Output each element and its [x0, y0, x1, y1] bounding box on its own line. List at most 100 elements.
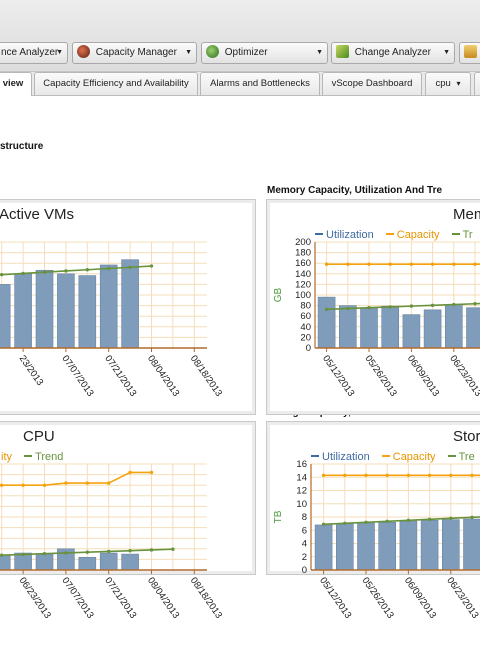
bar — [100, 265, 117, 348]
tab-overview[interactable]: view — [0, 72, 32, 96]
bar — [0, 284, 10, 348]
x-tick-label: 05/12/2013 — [320, 353, 356, 398]
trend-point — [452, 303, 455, 306]
trend-point — [107, 550, 110, 553]
chevron-down-icon[interactable]: ▼ — [443, 43, 450, 63]
module-label: Capacity Manager — [96, 47, 177, 58]
capacity-point — [364, 474, 367, 477]
tab-cpu[interactable]: cpu ▾ — [425, 72, 471, 95]
y-tick-label: 20 — [300, 332, 311, 343]
x-tick-label: 07/07/2013 — [59, 353, 95, 398]
tab-label: vScope Dashboard — [332, 78, 413, 89]
optimizer-button[interactable]: Optimizer ▼ — [201, 42, 328, 64]
capacity-point — [322, 474, 325, 477]
capacity-point — [150, 471, 153, 474]
x-tick-label: 05/12/2013 — [317, 575, 353, 620]
y-tick-label: 4 — [302, 539, 307, 550]
bar — [318, 297, 335, 348]
module-toolbar: nce Analyzer ▼ Capacity Manager ▼ Optimi… — [0, 0, 480, 72]
memory-panel: Mem Utilization Capacity Tr 020406080100… — [266, 199, 480, 415]
bar — [382, 306, 399, 348]
y-axis-label: TB — [273, 510, 284, 523]
x-tick-label: 23/2013 — [17, 353, 46, 387]
x-tick-label: 06/09/2013 — [405, 353, 441, 398]
chevron-down-icon: ▾ — [456, 79, 460, 88]
capacity-point — [473, 263, 476, 266]
trend-point — [150, 548, 153, 551]
capacity-point — [86, 481, 89, 484]
y-tick-label: 60 — [300, 311, 311, 322]
change-analyzer-icon — [336, 45, 349, 58]
performance-analyzer-button[interactable]: nce Analyzer ▼ — [0, 42, 68, 64]
chevron-down-icon[interactable]: ▼ — [56, 43, 63, 63]
x-tick-label: 06/09/2013 — [402, 575, 438, 620]
capacity-point — [0, 484, 3, 487]
y-tick-label: 100 — [295, 290, 311, 301]
capacity-manager-button[interactable]: Capacity Manager ▼ — [72, 42, 197, 64]
trend-point — [449, 517, 452, 520]
tab-overflow[interactable] — [474, 72, 480, 95]
bar — [403, 315, 420, 348]
capacity-point — [128, 471, 131, 474]
trend-point — [346, 307, 349, 310]
reports-button[interactable]: R — [459, 42, 480, 64]
capacity-point — [410, 263, 413, 266]
bar — [400, 521, 417, 570]
tab-label: Capacity Efficiency and Availability — [43, 78, 188, 89]
trend-point — [86, 550, 89, 553]
chevron-down-icon[interactable]: ▼ — [185, 43, 192, 63]
bar — [421, 520, 438, 570]
x-tick-label: 06/23/2013 — [17, 575, 53, 620]
trend-point — [43, 552, 46, 555]
bar — [57, 274, 74, 348]
capacity-point — [470, 474, 473, 477]
capacity-point — [343, 474, 346, 477]
bar — [122, 260, 139, 348]
capacity-point — [452, 263, 455, 266]
y-tick-label: 2 — [302, 552, 307, 563]
bar — [0, 555, 10, 570]
tab-capacity-efficiency[interactable]: Capacity Efficiency and Availability — [34, 72, 198, 95]
x-tick-label: 05/26/2013 — [360, 575, 396, 620]
y-tick-label: 0 — [302, 565, 307, 576]
dashboard-tabs: view Capacity Efficiency and Availabilit… — [0, 72, 480, 96]
trend-point — [322, 523, 325, 526]
capacity-point — [107, 481, 110, 484]
capacity-point — [386, 474, 389, 477]
y-tick-label: 180 — [295, 248, 311, 259]
memory-section-title: Memory Capacity, Utilization And Tre — [267, 185, 442, 196]
trend-point — [389, 305, 392, 308]
chevron-down-icon[interactable]: ▼ — [316, 43, 323, 63]
trend-point — [21, 553, 24, 556]
y-tick-label: 6 — [302, 525, 307, 536]
bar — [36, 270, 53, 348]
tab-label: cpu — [436, 78, 451, 89]
x-tick-label: 05/26/2013 — [363, 353, 399, 398]
bar — [315, 525, 332, 570]
trend-point — [431, 304, 434, 307]
capacity-point — [64, 481, 67, 484]
tab-vscope-dashboard[interactable]: vScope Dashboard — [322, 72, 422, 95]
capacity-manager-icon — [77, 45, 90, 58]
bar — [424, 310, 441, 348]
page-title: structure — [0, 141, 43, 152]
optimizer-icon — [206, 45, 219, 58]
dashboard-content: structure Memory Capacity, Utilization A… — [0, 96, 480, 650]
y-tick-label: 14 — [296, 472, 307, 483]
trend-point — [325, 308, 328, 311]
bar — [445, 305, 462, 348]
tab-alarms-bottlenecks[interactable]: Alarms and Bottlenecks — [200, 72, 320, 95]
change-analyzer-button[interactable]: Change Analyzer ▼ — [331, 42, 455, 64]
trend-point — [343, 522, 346, 525]
bar — [467, 308, 480, 348]
y-tick-label: 140 — [295, 269, 311, 280]
trend-point — [128, 266, 131, 269]
trend-point — [128, 549, 131, 552]
trend-point — [407, 519, 410, 522]
x-tick-label: 07/07/2013 — [59, 575, 95, 620]
x-tick-label: 06/23/2013 — [444, 575, 480, 620]
y-tick-label: 10 — [296, 499, 307, 510]
